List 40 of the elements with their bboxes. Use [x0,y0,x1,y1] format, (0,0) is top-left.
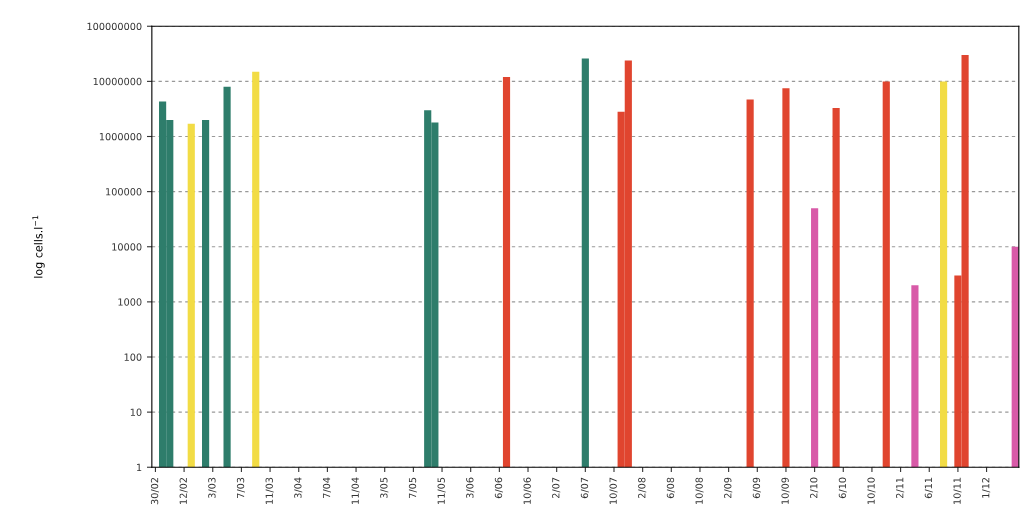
x-tick-label: 2/08 [638,477,647,499]
x-tick-label: 6/09 [752,477,761,499]
x-tick-label: 7/03 [236,477,245,499]
y-tick-label: 100000000 [87,22,142,31]
y-tick-label: 100 [124,353,142,361]
y-tick-label: 1000 [118,298,142,306]
x-tick-label: 10/08 [695,477,704,504]
x-tick-label: 10/07 [609,477,618,504]
x-tick-label: 2/07 [552,477,561,499]
x-tick-label: 6/11 [924,477,933,499]
y-tick-label: 10000000 [93,77,142,86]
x-tick-label: 10/09 [781,477,790,504]
y-tick-label: 1000000 [99,132,142,141]
x-tick-label: 1/12 [982,477,991,498]
x-tick-label: 6/07 [580,477,589,499]
x-tick-label: 7/05 [408,477,417,499]
x-tick-label: 11/04 [351,477,360,504]
x-tick-label: 10/10 [867,477,876,504]
y-tick-label: 10000 [112,243,142,251]
x-tick-label: 2/09 [724,477,733,499]
x-tick-label: 12/02 [179,477,188,504]
y-tick-label: 100000 [106,188,142,196]
y-axis-title: log cells.l$^{−1}$ [32,215,45,278]
x-tick-label: 3/05 [380,477,389,499]
x-tick-label: 11/05 [437,477,446,504]
x-tick-label: 7/04 [322,477,331,499]
x-tick-label: 2/11 [896,477,905,499]
x-tick-label: 6/08 [666,477,675,499]
y-tick-label: 1 [137,463,142,471]
x-tick-label: 2/10 [810,477,819,499]
x-tick-label: 3/03 [208,477,217,499]
x-tick-label: 10/06 [523,477,532,504]
x-tick-label: 6/06 [494,477,503,499]
x-tick-label: 10/11 [953,477,962,504]
x-tick-label: 11/03 [265,477,274,504]
x-tick-label: 6/10 [838,477,847,499]
x-tick-label: 3/06 [466,477,475,499]
x-tick-label: 30/02 [150,477,160,505]
x-tick-label: 3/04 [294,477,303,499]
y-tick-label: 10 [130,408,142,416]
